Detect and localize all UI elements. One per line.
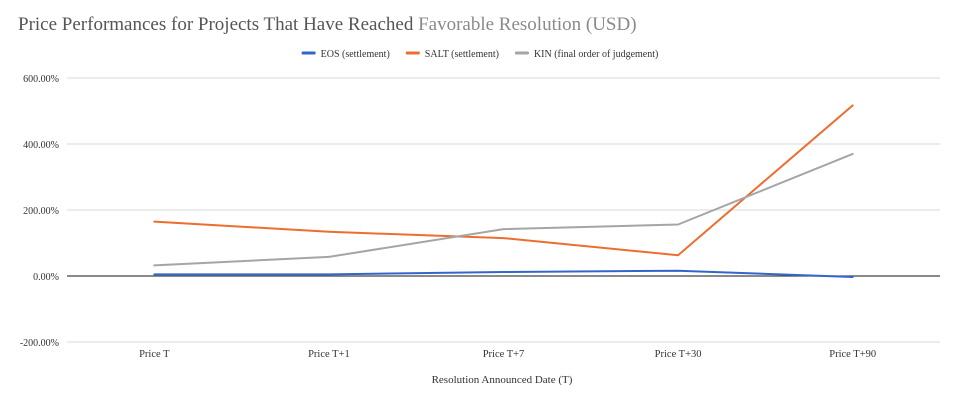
series-line-3 — [153, 152, 854, 267]
y-tick-label: 0.00% — [33, 272, 59, 283]
x-tick-label: Price T+30 — [655, 349, 702, 360]
legend-swatch — [301, 51, 316, 55]
y-tick-label: 600.00% — [23, 74, 59, 85]
x-tick-label: Price T+90 — [829, 349, 876, 360]
x-tick-label: Price T+7 — [483, 349, 525, 360]
x-axis: Price T Price T+1 Price T+7 Price T+30 Price… — [139, 349, 876, 360]
legend-swatch — [514, 51, 529, 55]
chart-title: Price Performances for Projects That Hav… — [18, 14, 637, 36]
y-tick-label: -200.00% — [20, 338, 59, 349]
series-line-2 — [153, 104, 854, 257]
legend-label: EOS (settlement) — [321, 49, 390, 60]
x-tick-label: Price T+1 — [308, 349, 350, 360]
gridlines — [67, 77, 940, 343]
legend-label: KIN (final order of judgement) — [534, 49, 658, 60]
x-tick-label: Price T — [139, 349, 170, 360]
series-line-1 — [153, 269, 854, 278]
chart-title-accent: Favorable Resolution (USD) — [418, 14, 637, 35]
legend-label: SALT (settlement) — [425, 49, 499, 60]
legend: EOS (settlement) SALT (settlement) KIN (fi… — [301, 49, 658, 60]
y-tick-label: 200.00% — [23, 206, 59, 217]
y-tick-label: 400.00% — [23, 140, 59, 151]
y-axis: -200.00% 0.00% 200.00% 400.00% 600.00% — [20, 74, 59, 349]
legend-swatch — [405, 51, 420, 55]
chart-title-main: Price Performances for Projects That Hav… — [18, 14, 414, 35]
series-lines — [153, 104, 854, 278]
x-axis-title: Resolution Announced Date (T) — [432, 374, 573, 386]
